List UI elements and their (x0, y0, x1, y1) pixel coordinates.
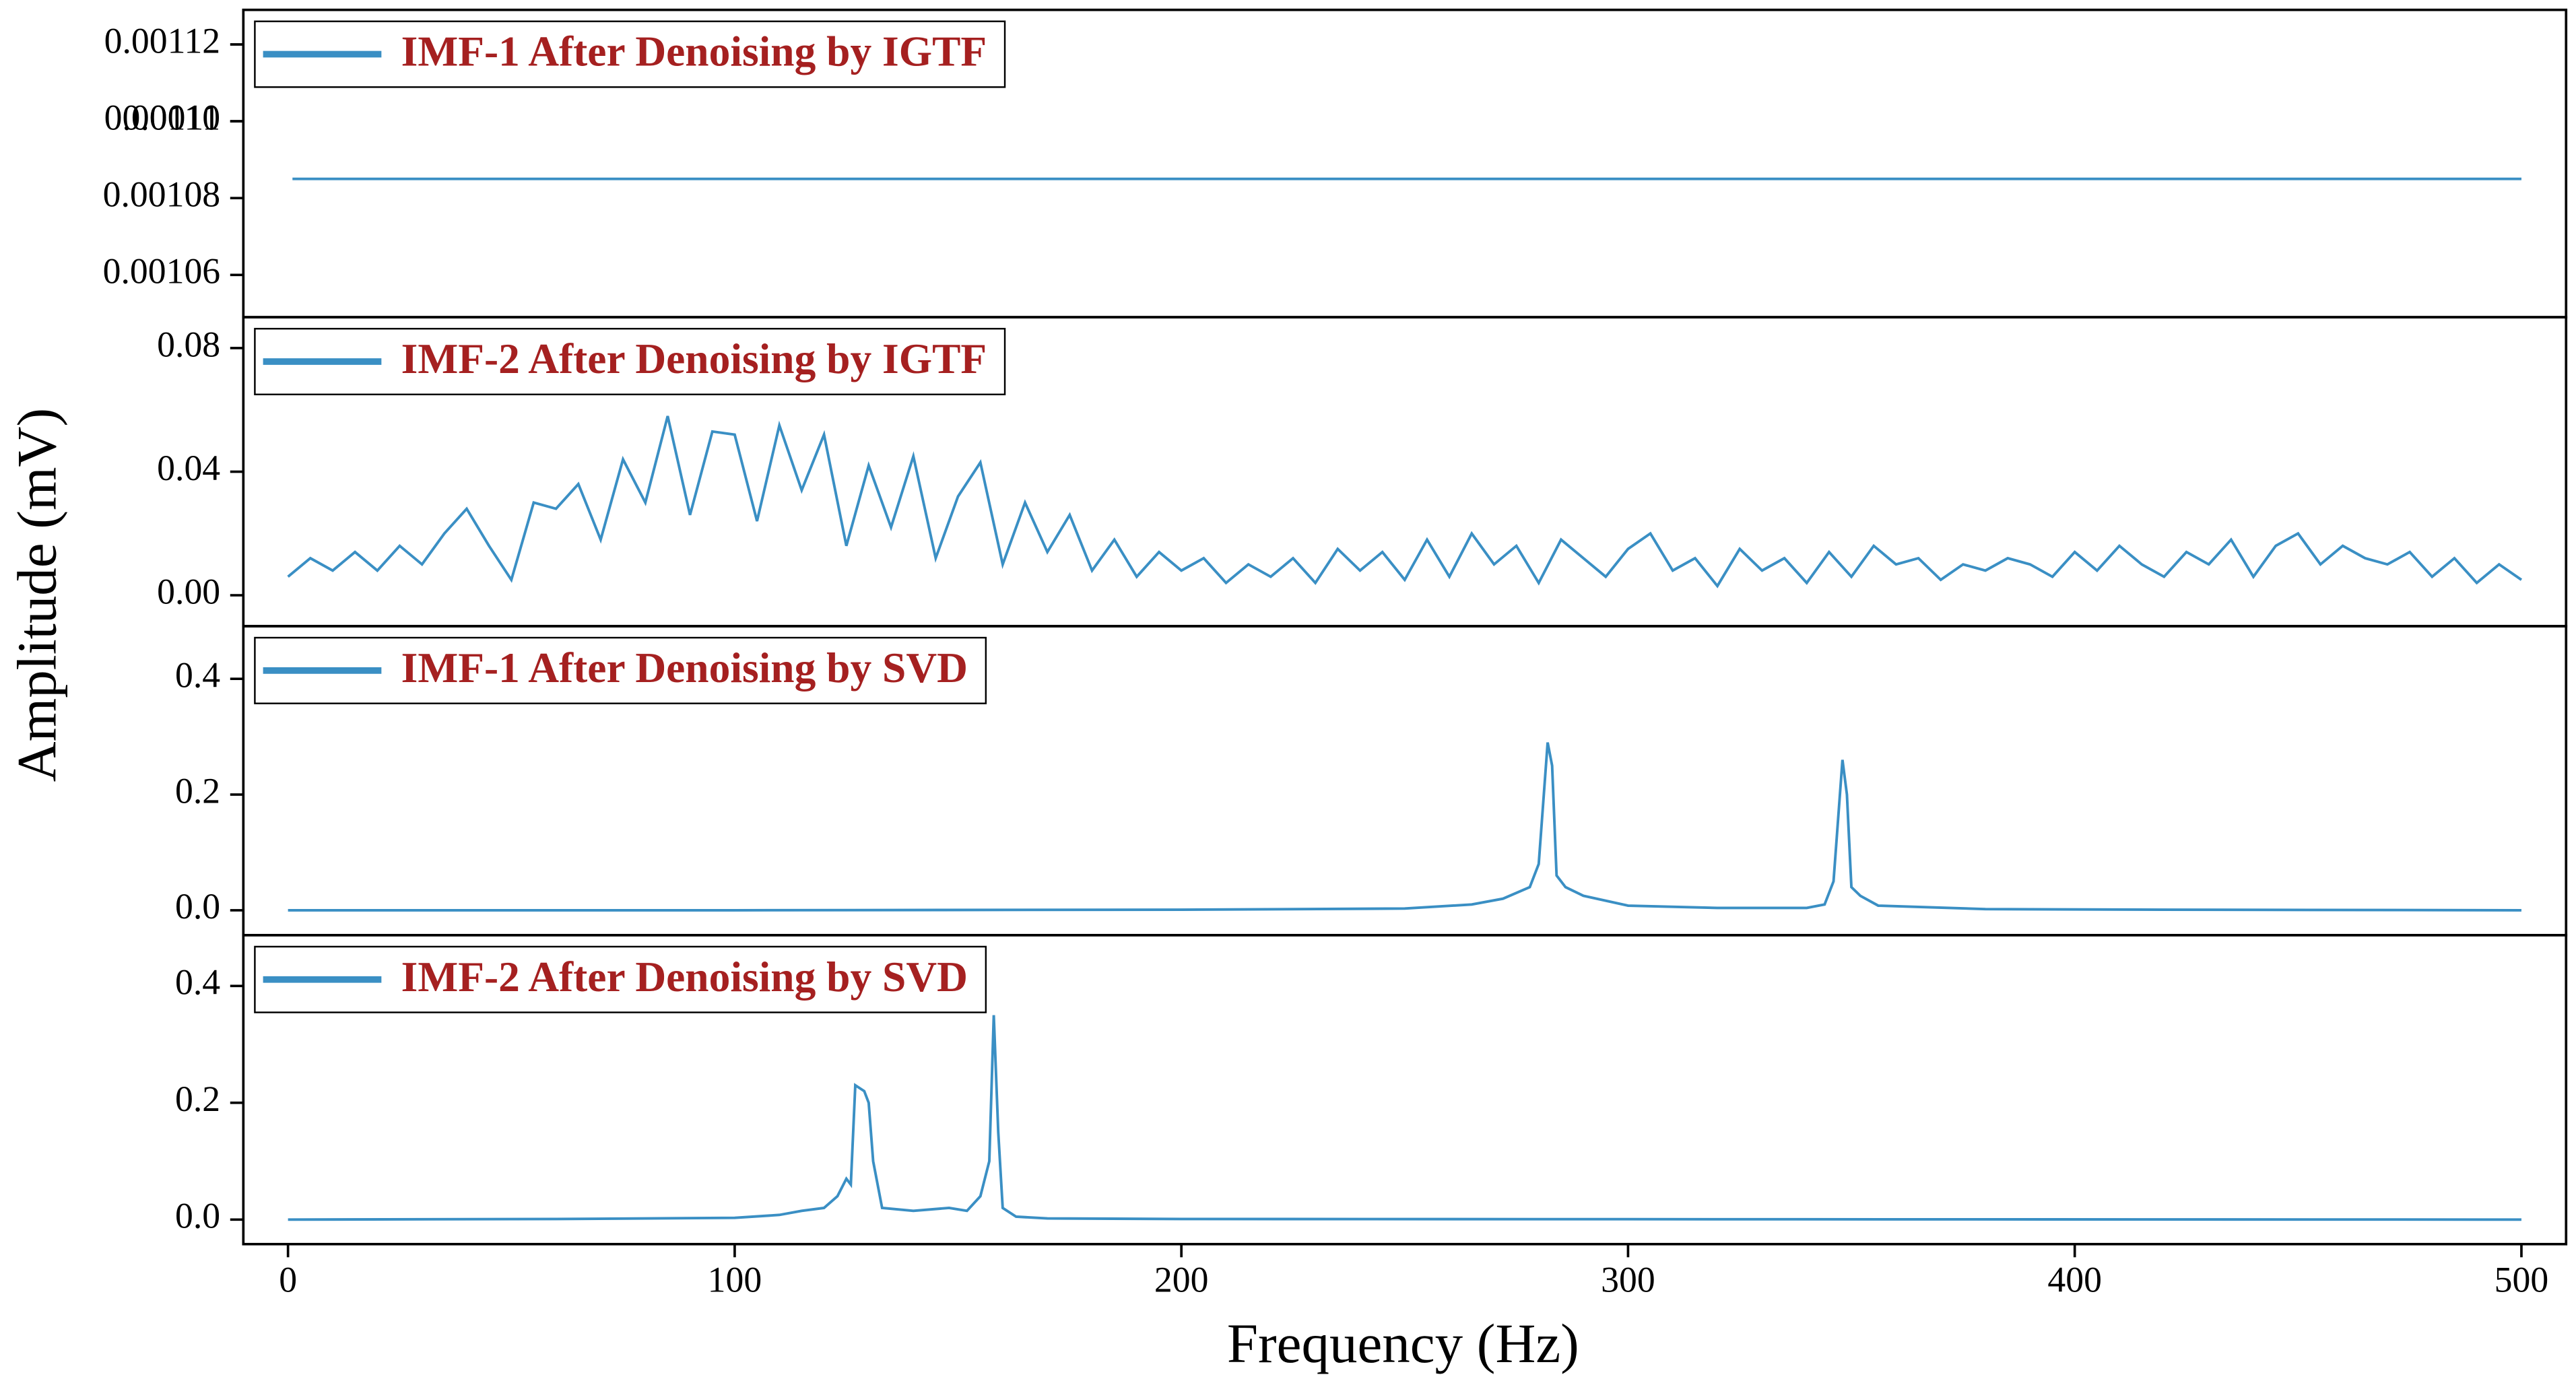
x-axis-label: Frequency (Hz) (1227, 1312, 1579, 1374)
y-tick-label: 0.00106 (103, 251, 220, 292)
data-line (287, 415, 2523, 588)
y-tick-label: 0.0 (175, 1196, 220, 1236)
plot-frame (242, 934, 2568, 1246)
legend-text: IMF-2 After Denoising by SVD (401, 953, 968, 1001)
y-tick-label: 0.04 (157, 448, 220, 488)
y-tick-label: 0.00108 (103, 174, 220, 215)
legend-text: IMF-1 After Denoising by IGTF (401, 28, 987, 75)
y-tick-label: 0.00112 (104, 20, 221, 61)
x-tick-label: 300 (1601, 1260, 1655, 1300)
legend-box (254, 20, 1006, 88)
x-tick-label: 200 (1154, 1260, 1209, 1300)
y-tick-label: 0.0 (175, 886, 220, 926)
y-tick-label: 0.4 (175, 655, 220, 696)
data-line (288, 742, 2521, 912)
y-tick-label: 0.00 (157, 571, 220, 611)
legend-text: IMF-1 After Denoising by SVD (401, 644, 968, 692)
data-line (288, 1015, 2521, 1221)
y-axis-label: Amplitude (mV) (6, 408, 68, 782)
y-tick-label: 0.00110 (104, 97, 221, 137)
y-tick-label: 0.08 (157, 324, 220, 364)
y-tick-label: 0.2 (175, 770, 220, 811)
x-tick-label: 0 (279, 1260, 297, 1300)
y-tick-label: 0.0011 (122, 97, 220, 137)
legend-text: IMF-2 After Denoising by IGTF (401, 335, 987, 382)
y-tick-label: 0.2 (175, 1079, 220, 1119)
x-tick-label: 100 (708, 1260, 762, 1300)
x-tick-label: 500 (2495, 1260, 2549, 1300)
x-tick-label: 400 (2047, 1260, 2102, 1300)
y-tick-label: 0.4 (175, 962, 220, 1003)
